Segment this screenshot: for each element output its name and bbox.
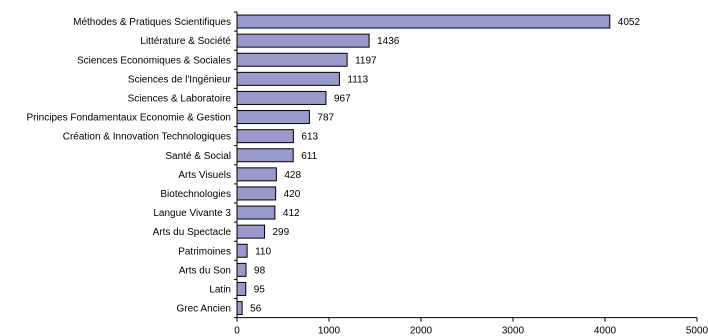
category-label: Patrimoines [178, 246, 231, 257]
bar [236, 243, 248, 258]
bar [236, 281, 247, 296]
value-label: 1436 [377, 36, 400, 47]
bar [236, 52, 348, 67]
bar [236, 129, 294, 144]
x-tick-label: 5000 [686, 326, 708, 336]
value-label: 299 [273, 227, 290, 238]
bars-layer [236, 14, 611, 316]
value-label: 1113 [347, 74, 368, 85]
bar [236, 90, 327, 105]
x-tick-label: 3000 [502, 326, 525, 336]
x-tick-label: 1000 [318, 326, 341, 336]
value-label: 412 [283, 208, 300, 219]
category-label: Littérature & Société [140, 36, 231, 47]
value-label: 420 [284, 189, 301, 200]
value-label: 1197 [355, 55, 377, 66]
x-tick-label: 4000 [594, 326, 617, 336]
category-label: Création & Innovation Technologiques [63, 132, 231, 143]
bar [236, 224, 266, 239]
bar [236, 148, 294, 163]
x-axis: 0 1000 2000 3000 4000 5000 [234, 11, 708, 336]
category-label: Principes Fondamentaux Economie & Gestio… [26, 113, 231, 124]
category-label: Sciences de l'Ingénieur [128, 74, 232, 85]
bar [236, 14, 611, 29]
category-label: Arts Visuels [178, 170, 231, 181]
value-label: 98 [254, 265, 266, 276]
bar [236, 167, 277, 182]
x-tick-label: 0 [234, 326, 240, 336]
category-label: Arts du Son [179, 265, 231, 276]
category-label: Langue Vivante 3 [153, 208, 231, 219]
category-label: Santé & Social [165, 151, 231, 162]
value-label: 110 [255, 246, 271, 257]
labels-layer: Méthodes & Pratiques Scientifiques 4052 Li… [26, 17, 641, 315]
bar [236, 33, 370, 48]
value-label: 428 [284, 170, 301, 181]
bar [236, 301, 243, 316]
category-label: Latin [209, 284, 231, 295]
category-label: Biotechnologies [160, 189, 231, 200]
category-label: Méthodes & Pratiques Scientifiques [73, 17, 231, 28]
category-label: Arts du Spectacle [153, 227, 232, 238]
category-label: Sciences Economiques & Sociales [77, 55, 231, 66]
bar [236, 262, 247, 277]
category-label: Grec Ancien [177, 304, 231, 315]
value-label: 95 [254, 284, 266, 295]
value-label: 613 [301, 132, 318, 143]
x-tick-label: 2000 [410, 326, 433, 336]
category-label: Sciences & Laboratoire [128, 93, 232, 104]
bar [236, 110, 310, 125]
value-label: 611 [301, 151, 317, 162]
bar [236, 186, 277, 201]
value-label: 967 [334, 93, 351, 104]
value-label: 4052 [618, 17, 641, 28]
bar [236, 71, 340, 86]
value-label: 56 [250, 304, 262, 315]
bar [236, 205, 276, 220]
value-label: 787 [317, 113, 334, 124]
